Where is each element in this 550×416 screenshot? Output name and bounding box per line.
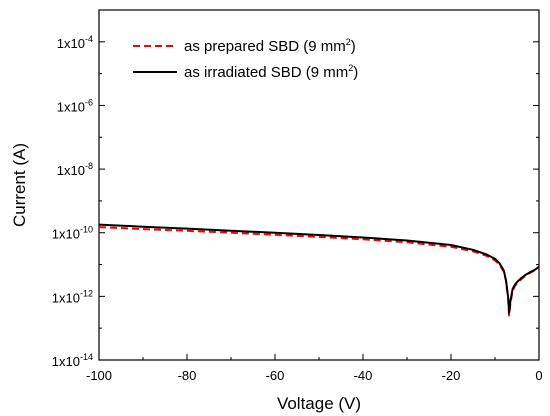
x-tick-label: -60: [266, 368, 285, 383]
series-line: [98, 223, 540, 314]
x-tick-label: -100: [86, 368, 112, 383]
y-tick-base: 1x10: [57, 163, 85, 178]
legend-label-sup: 2: [346, 37, 351, 47]
x-tick-label: -20: [442, 368, 461, 383]
x-tick-label: 0: [535, 368, 542, 383]
y-tick-label: 1x10-6: [57, 97, 93, 114]
legend: as prepared SBD (9 mm2)as irradiated SBD…: [133, 37, 358, 81]
y-axis-title: Current (A): [10, 143, 29, 227]
x-tick-label: -80: [178, 368, 197, 383]
legend-label: as irradiated SBD (9 mm2): [184, 63, 358, 81]
y-tick-label: 1x10-4: [57, 34, 93, 51]
y-tick-exponent: -4: [85, 34, 93, 44]
legend-label: as prepared SBD (9 mm2): [184, 37, 356, 55]
legend-label-end: ): [351, 38, 356, 55]
y-tick-base: 1x10: [52, 290, 80, 305]
legend-label-end: ): [353, 64, 358, 81]
y-tick-exponent: -6: [85, 97, 93, 107]
legend-label-text: as prepared SBD (9 mm: [184, 38, 346, 55]
y-tick-label: 1x10-10: [52, 225, 93, 242]
y-tick-base: 1x10: [57, 36, 85, 51]
x-tick-label: -40: [354, 368, 373, 383]
y-tick-exponent: -14: [80, 352, 93, 362]
x-axis-title: Voltage (V): [277, 394, 361, 413]
x-axis-ticks: -100 -80 -60 -40 -20 0: [86, 354, 543, 383]
y-tick-label: 1x10-8: [57, 161, 93, 178]
y-tick-label: 1x10-14: [52, 352, 93, 369]
legend-label-text: as irradiated SBD (9 mm: [184, 64, 348, 81]
y-tick-base: 1x10: [57, 99, 85, 114]
series-layer: [98, 223, 540, 317]
y-tick-base: 1x10: [52, 354, 80, 369]
y-tick-label: 1x10-12: [52, 288, 93, 305]
plot-frame: [98, 9, 540, 361]
series-line: [98, 226, 540, 317]
y-tick-exponent: -10: [80, 225, 93, 235]
y-tick-base: 1x10: [52, 227, 80, 242]
legend-label-sup: 2: [348, 63, 353, 73]
y-tick-exponent: -12: [80, 288, 93, 298]
y-tick-exponent: -8: [85, 161, 93, 171]
